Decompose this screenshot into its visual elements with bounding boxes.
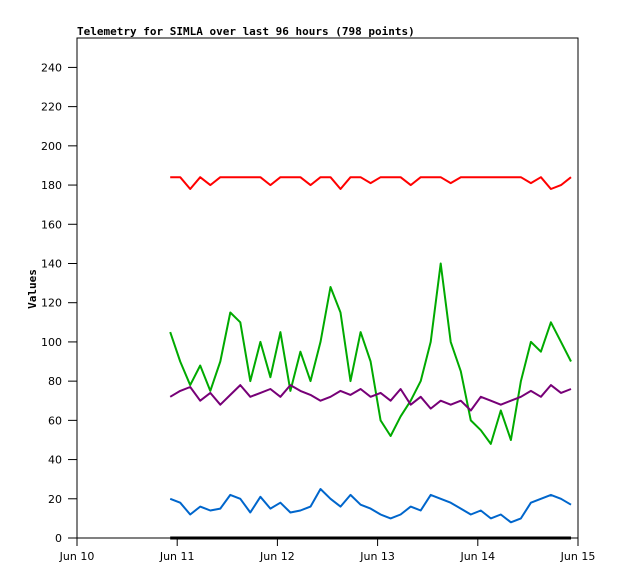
series-line-purple xyxy=(169,384,572,412)
x-tick-label: Jun 14 xyxy=(459,550,495,563)
series-line-green xyxy=(169,262,572,445)
y-tick-label: 80 xyxy=(48,375,62,388)
x-tick-label: Jun 13 xyxy=(359,550,395,563)
y-tick-label: 100 xyxy=(41,336,62,349)
series-line-red xyxy=(170,176,572,190)
y-tick-label: 200 xyxy=(41,140,62,153)
y-tick-label: 60 xyxy=(48,414,62,427)
x-tick-label: Jun 11 xyxy=(159,550,195,563)
y-tick-label: 220 xyxy=(41,101,62,114)
plot-frame xyxy=(76,37,579,539)
y-tick-label: 120 xyxy=(41,297,62,310)
y-tick-label: 240 xyxy=(41,61,62,74)
x-tick-label: Jun 12 xyxy=(259,550,295,563)
chart-title: Telemetry for SIMLA over last 96 hours (… xyxy=(77,25,415,38)
x-tick-label: Jun 15 xyxy=(560,550,596,563)
series-line-blue xyxy=(169,488,572,524)
y-tick-label: 20 xyxy=(48,493,62,506)
y-axis-label: Values xyxy=(26,269,39,309)
y-tick-label: 140 xyxy=(41,257,62,270)
y-tick-label: 40 xyxy=(48,454,62,467)
y-tick-label: 180 xyxy=(41,179,62,192)
x-tick-label: Jun 10 xyxy=(59,550,95,563)
y-tick-label: 160 xyxy=(41,218,62,231)
y-tick-label: 0 xyxy=(55,532,62,545)
